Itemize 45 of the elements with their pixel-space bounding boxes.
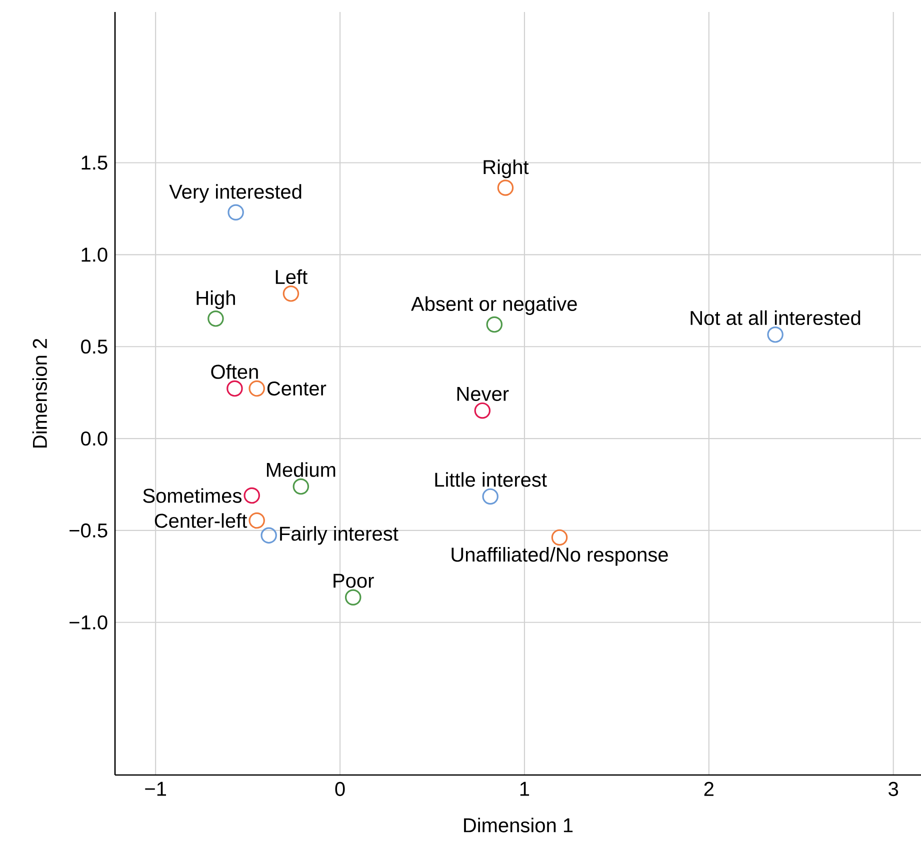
point [228, 204, 244, 221]
annotation: Absent or negative [411, 296, 577, 315]
point [248, 512, 265, 529]
y-tick-label: 0.0 [81, 431, 108, 446]
annotation: Poor [334, 574, 374, 588]
point [226, 380, 243, 397]
y-tick-label: −1.0 [70, 615, 108, 630]
x-axis-title: Dimension 1 [464, 818, 573, 832]
x-tick-label: 1 [520, 782, 530, 796]
point [551, 529, 568, 546]
x-tick-label: 2 [704, 782, 714, 796]
point [260, 527, 277, 544]
annotation: Right [484, 160, 529, 178]
y-tick-label: 1.5 [82, 156, 108, 170]
annotation: High [196, 290, 235, 310]
annotation: Not at all interested [690, 310, 860, 326]
point [208, 310, 224, 327]
point [292, 478, 310, 495]
annotation: Very interested [169, 184, 302, 203]
y-tick-label: −0.5 [70, 523, 108, 538]
annotation: Often [211, 364, 258, 379]
annotation: Fairly interest [280, 526, 398, 545]
point [482, 488, 498, 505]
annotation: Unaffiliated/No response [452, 547, 668, 566]
annotation: Center [267, 381, 326, 396]
x-tick-label: 3 [888, 782, 898, 796]
point [344, 589, 362, 606]
point [474, 402, 491, 419]
x-tick-label: 0 [335, 782, 345, 796]
point [244, 487, 260, 504]
annotation: Left [276, 269, 308, 284]
point [497, 180, 514, 196]
point [486, 316, 503, 333]
point [282, 286, 300, 302]
point [248, 380, 265, 397]
y-axis-title: Dimension 2 [32, 338, 47, 448]
annotation: Little interest [435, 472, 547, 487]
annotation: Medium [266, 462, 336, 477]
annotation: Center-left [154, 513, 248, 528]
y-tick-label: 0.5 [81, 340, 108, 354]
annotation: Sometimes [143, 488, 242, 503]
y-tick-label: 1.0 [82, 248, 108, 262]
annotation: Never [457, 387, 509, 401]
x-tick-label: −1 [145, 782, 166, 796]
point [767, 326, 784, 343]
